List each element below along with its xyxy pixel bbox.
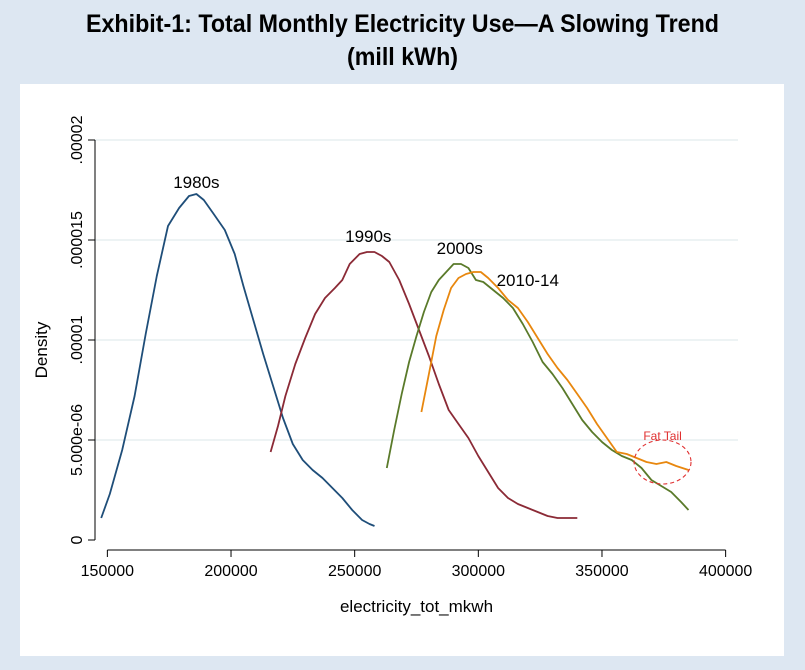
series-label-1980s: 1980s <box>173 173 219 192</box>
series-label-2010-14: 2010-14 <box>497 271 559 290</box>
series-line-1980s <box>100 193 375 527</box>
series-line-2010-14 <box>420 271 689 471</box>
chart-title-line: Exhibit-1: Total Monthly Electricity Use… <box>85 10 719 38</box>
y-tick-label: .000015 <box>69 211 86 269</box>
x-tick-label: 300000 <box>452 563 505 580</box>
chart-title: Exhibit-1: Total Monthly Electricity Use… <box>28 8 777 74</box>
series-line-1990s <box>269 251 578 519</box>
series-line-2000s <box>385 263 690 511</box>
fat-tail-label: Fat Tail <box>643 429 681 443</box>
series-label-2000s: 2000s <box>437 239 483 258</box>
y-tick-label: .00001 <box>69 315 86 364</box>
chart-subtitle-line: (mill kWh) <box>346 43 459 71</box>
x-tick-label: 250000 <box>328 563 381 580</box>
series-label-1990s: 1990s <box>345 227 391 246</box>
x-tick-label: 200000 <box>204 563 257 580</box>
x-axis-title: electricity_tot_mkwh <box>340 597 493 616</box>
x-tick-label: 400000 <box>699 563 752 580</box>
density-plot: 0 5.000e-06 .00001 .000015 .00002 150000 20000… <box>32 115 752 616</box>
y-tick-label: 5.000e-06 <box>69 404 86 476</box>
x-tick-label: 350000 <box>575 563 628 580</box>
y-tick-label: 0 <box>69 535 86 544</box>
x-tick-label: 150000 <box>81 563 134 580</box>
y-axis-title: Density <box>32 321 51 378</box>
plot-panel: 0 5.000e-06 .00001 .000015 .00002 150000 20000… <box>20 84 784 656</box>
fat-tail-ellipse <box>633 439 692 485</box>
y-tick-label: .00002 <box>69 115 86 164</box>
